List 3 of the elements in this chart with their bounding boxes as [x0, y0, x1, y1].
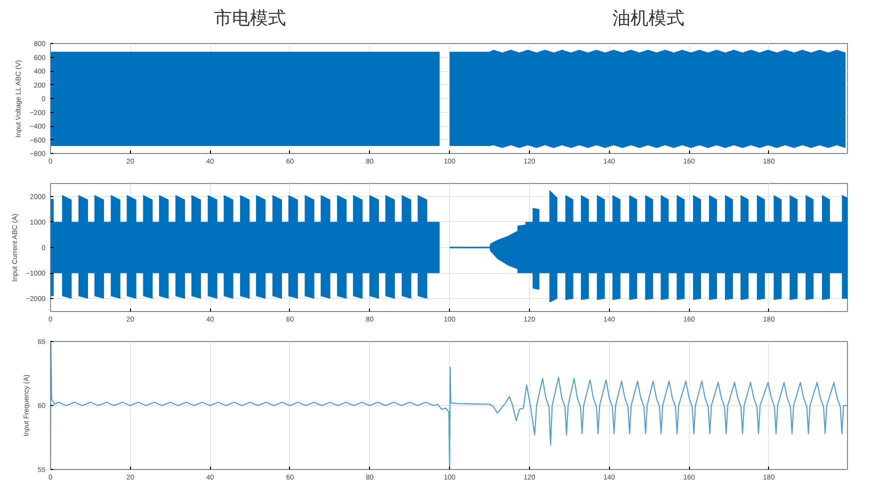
text: 市电模式 — [214, 8, 286, 28]
line-series — [50, 342, 848, 470]
text: 油机模式 — [612, 8, 684, 28]
